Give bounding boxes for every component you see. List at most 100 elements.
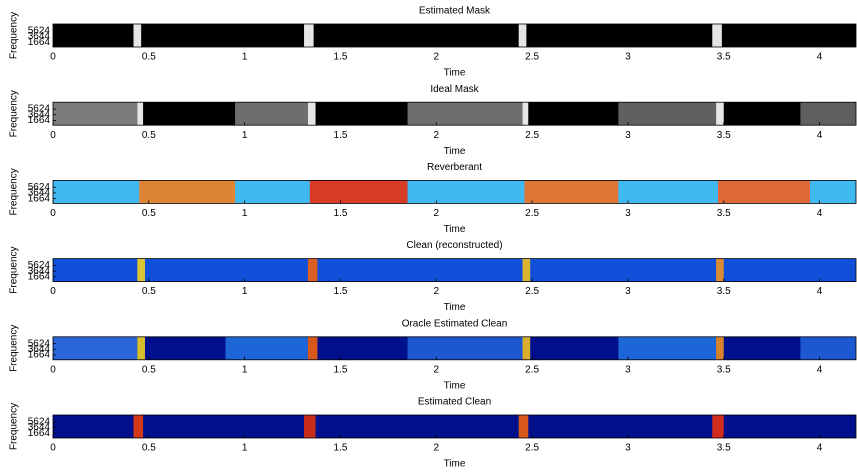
y-axis-label: Frequency [9,403,20,450]
x-tick-label: 4 [817,443,823,454]
x-tick-label: 3.5 [717,286,731,297]
x-tick-label: 4 [817,286,823,297]
panel-title: Estimated Mask [419,6,491,17]
heatmap-event [718,180,810,203]
x-tick-label: 2.5 [525,286,539,297]
x-tick-label: 3.5 [717,443,731,454]
y-tick-label: 5624 [28,338,51,349]
x-axis-label: Time [444,224,466,235]
heatmap-event [133,415,143,438]
heatmap-event [524,180,618,203]
x-tick-label: 0 [50,130,56,141]
heatmap-background [53,415,856,438]
x-axis-label: Time [444,459,466,470]
heatmap-event [137,337,145,360]
panel-title: Oracle Estimated Clean [402,318,508,329]
heatmap-event [712,415,723,438]
heatmap-event [618,102,716,125]
heatmap-event [408,102,523,125]
heatmap-event [139,180,235,203]
x-tick-label: 0.5 [142,130,156,141]
heatmap-event [53,337,137,360]
x-axis-label: Time [444,68,466,79]
y-axis-label: Frequency [9,90,20,137]
x-tick-label: 2 [434,52,440,63]
x-tick-label: 4 [817,52,823,63]
x-tick-label: 0 [50,52,56,63]
x-tick-label: 3 [625,364,631,375]
panel-title: Reverberant [427,162,482,173]
x-tick-label: 0.5 [142,208,156,219]
heatmap-event [235,102,308,125]
heatmap-event [716,337,724,360]
x-tick-label: 2 [434,130,440,141]
heatmap-event [304,415,315,438]
heatmap-event [137,259,145,282]
heatmap-event [800,337,856,360]
x-tick-label: 1.5 [334,286,348,297]
x-tick-label: 2.5 [525,52,539,63]
panel-title: Clean (reconstructed) [406,240,502,251]
heatmap-event [523,259,531,282]
x-tick-label: 3.5 [717,130,731,141]
x-axis-label: Time [444,146,466,157]
y-axis-label: Frequency [9,168,20,215]
heatmap-event [408,337,523,360]
heatmap-event [304,24,314,47]
heatmap-event [519,415,529,438]
x-tick-label: 0.5 [142,286,156,297]
heatmap-event [310,180,408,203]
x-tick-label: 0 [50,286,56,297]
y-axis-label: Frequency [9,325,20,372]
x-tick-label: 3 [625,52,631,63]
y-tick-label: 5624 [28,260,51,271]
y-tick-label: 5624 [28,416,51,427]
heatmap-event [308,102,316,125]
x-axis-label: Time [444,380,466,391]
y-tick-label: 5624 [28,104,51,115]
x-tick-label: 1.5 [334,208,348,219]
x-tick-label: 1.5 [334,443,348,454]
x-tick-label: 0.5 [142,364,156,375]
figure: Estimated Mask00.511.522.533.54166436445… [0,0,857,473]
x-tick-label: 1 [242,208,248,219]
x-axis-label: Time [444,302,466,313]
x-tick-label: 0 [50,364,56,375]
y-tick-label: 5624 [28,182,51,193]
x-tick-label: 1 [242,443,248,454]
heatmap-event [716,102,724,125]
x-tick-label: 3.5 [717,52,731,63]
heatmap-event [523,102,529,125]
heatmap-event [133,24,141,47]
x-tick-label: 2 [434,208,440,219]
heatmap-event [519,24,527,47]
x-tick-label: 4 [817,130,823,141]
x-tick-label: 0 [50,443,56,454]
heatmap-event [308,337,318,360]
x-tick-label: 2.5 [525,130,539,141]
x-tick-label: 4 [817,364,823,375]
heatmap-background [53,259,856,282]
heatmap-event [618,337,716,360]
x-tick-label: 1.5 [334,130,348,141]
heatmap-event [308,259,318,282]
heatmap-event [137,102,143,125]
x-tick-label: 1 [242,130,248,141]
x-tick-label: 1 [242,52,248,63]
x-tick-label: 3 [625,286,631,297]
x-tick-label: 2.5 [525,443,539,454]
x-tick-label: 1.5 [334,52,348,63]
heatmap-background [53,24,856,47]
x-tick-label: 2 [434,364,440,375]
x-tick-label: 2 [434,286,440,297]
panel-title: Estimated Clean [418,397,491,408]
x-tick-label: 0.5 [142,52,156,63]
x-tick-label: 2.5 [525,208,539,219]
heatmap-event [716,259,724,282]
heatmap-event [800,102,856,125]
panel-title: Ideal Mask [430,84,479,95]
x-tick-label: 1 [242,286,248,297]
y-axis-label: Frequency [9,12,20,59]
x-tick-label: 3 [625,208,631,219]
y-axis-label: Frequency [9,246,20,293]
